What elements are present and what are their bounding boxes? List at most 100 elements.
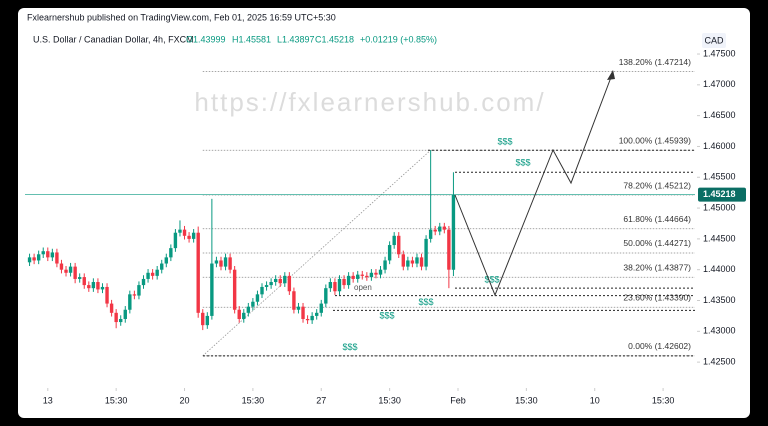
candle-body: [64, 269, 68, 273]
candle-body: [296, 306, 301, 310]
fib-label: 0.00% (1.42602): [628, 341, 691, 351]
x-tick-label: 13: [43, 395, 53, 405]
x-tick-label: 15:30: [652, 395, 675, 405]
x-tick-label: 27: [316, 395, 326, 405]
candle-body: [242, 312, 246, 319]
projection-path: [454, 71, 614, 297]
candle-body: [365, 275, 369, 278]
candle-body: [342, 278, 346, 286]
candle-body: [96, 282, 100, 290]
candle-body: [128, 294, 132, 310]
candle-body: [109, 303, 114, 313]
candle-body: [287, 275, 292, 292]
candle-body: [246, 306, 251, 313]
candle-body: [392, 235, 396, 246]
candle-body: [351, 275, 355, 279]
candle-body: [374, 272, 378, 275]
candle-body: [191, 232, 196, 239]
candle-body: [164, 257, 168, 264]
candle-body: [205, 315, 210, 326]
x-tick-label: 15:30: [378, 395, 401, 405]
candle-body: [32, 257, 36, 261]
x-tick-label: 10: [590, 395, 600, 405]
liquidity-label: $$$: [379, 311, 394, 321]
candle-body: [255, 294, 260, 302]
candle-body: [68, 266, 73, 273]
plot: 1.47500 1.47000 1.46500 1.46000 1.45500 1.450…: [25, 48, 746, 405]
candle-body: [305, 318, 310, 321]
candle-body: [196, 232, 200, 313]
candle-body: [132, 294, 137, 296]
y-tick-label: 1.46500: [703, 110, 736, 120]
fib-label: 78.20% (1.45212): [623, 180, 691, 190]
x-tick-label: Feb: [450, 395, 466, 405]
candle-body: [260, 286, 264, 295]
candle-body: [223, 257, 228, 267]
candle-body: [438, 226, 442, 232]
candle-body: [237, 309, 241, 319]
candle-body: [150, 272, 155, 276]
candle-body: [283, 275, 287, 284]
candle-body: [369, 272, 374, 278]
candle-body: [419, 257, 424, 267]
x-tick-label: 15:30: [515, 395, 538, 405]
candle-body: [428, 229, 433, 239]
candle-body: [406, 260, 410, 267]
candle-body: [315, 312, 319, 316]
candle-body: [27, 257, 32, 263]
candle-body: [201, 312, 205, 326]
candle-body: [123, 309, 127, 319]
candle-body: [251, 301, 255, 307]
candle-body: [100, 286, 105, 290]
candle-body: [59, 263, 64, 270]
publisher: Fxlearnershub published on TradingView.c…: [27, 12, 336, 22]
candle-body: [447, 229, 451, 270]
candle-body: [160, 263, 164, 270]
candle-body: [328, 282, 333, 289]
candle-body: [228, 257, 232, 270]
candle-body: [360, 274, 364, 276]
fib-label: 100.00% (1.45939): [619, 135, 691, 145]
change: +0.01219 (+0.85%): [360, 34, 437, 44]
note: open: [354, 283, 372, 292]
fib-trend: [202, 149, 431, 357]
ohlc-close: C1.45218: [315, 34, 354, 44]
candle-body: [264, 285, 269, 287]
candle-body: [269, 282, 273, 286]
candle-body: [141, 278, 146, 286]
candle-body: [301, 306, 305, 319]
y-tick-label: 1.43500: [703, 295, 736, 305]
y-tick-label: 1.43000: [703, 326, 736, 336]
candle-body: [182, 229, 187, 236]
y-tick-label: 1.42500: [703, 356, 736, 366]
candle-body: [337, 278, 342, 292]
y-tick-label: 1.45500: [703, 172, 736, 182]
symbol: U.S. Dollar / Canadian Dollar, 4h, FXCM: [33, 34, 194, 44]
candle-body: [50, 252, 55, 258]
candle-body: [82, 277, 86, 286]
candle-body: [55, 252, 59, 264]
candle-body: [114, 312, 118, 323]
candle-body: [119, 318, 123, 323]
candle-body: [451, 194, 456, 270]
fib-label: 23.60% (1.43390): [623, 293, 691, 303]
candle-body: [387, 245, 392, 261]
candle-body: [105, 286, 109, 304]
candle-body: [187, 235, 191, 239]
candle-body: [383, 260, 387, 270]
y-tick-label: 1.45000: [703, 202, 736, 212]
candle-body: [91, 282, 96, 289]
candle-body: [178, 229, 182, 233]
liquidity-label: $$$: [342, 342, 357, 352]
candle-body: [273, 278, 278, 283]
candle-body: [401, 254, 405, 267]
fib-label: 61.80% (1.44664): [623, 214, 691, 224]
ohlc-low: L1.43897: [277, 34, 315, 44]
candle-body: [278, 278, 282, 284]
y-tick-label: 1.47000: [703, 79, 736, 89]
candle-body: [410, 260, 415, 264]
candle-body: [415, 257, 419, 264]
candle-body: [319, 303, 323, 313]
